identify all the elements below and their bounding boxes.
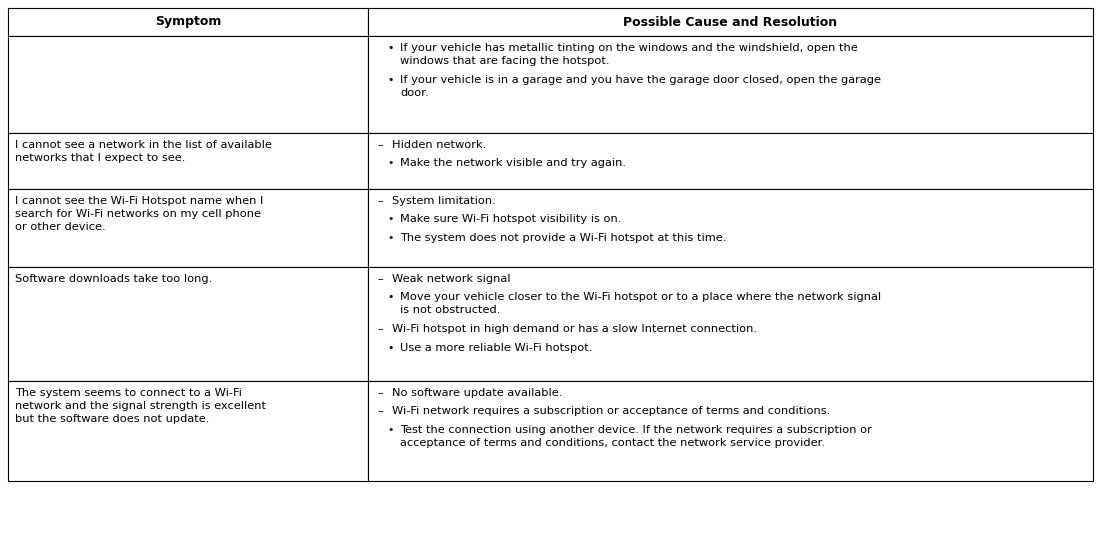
Text: Move your vehicle closer to the Wi-Fi hotspot or to a place where the network si: Move your vehicle closer to the Wi-Fi ho… [400, 292, 881, 315]
Text: •: • [386, 215, 393, 225]
Bar [8, 267, 368, 381]
Bar [8, 189, 368, 267]
Text: •: • [386, 292, 393, 302]
Text: Make the network visible and try again.: Make the network visible and try again. [400, 159, 626, 168]
Text: The system does not provide a Wi-Fi hotspot at this time.: The system does not provide a Wi-Fi hots… [400, 233, 727, 243]
Text: –: – [377, 325, 383, 334]
Text: •: • [386, 43, 393, 53]
Text: •: • [386, 343, 393, 353]
Bar [368, 267, 1093, 381]
Bar [368, 36, 1093, 133]
Text: I cannot see the Wi-Fi Hotspot name when I
search for Wi-Fi networks on my cell : I cannot see the Wi-Fi Hotspot name when… [15, 196, 263, 231]
Text: I cannot see a network in the list of available
networks that I expect to see.: I cannot see a network in the list of av… [15, 140, 272, 163]
Text: Make sure Wi-Fi hotspot visibility is on.: Make sure Wi-Fi hotspot visibility is on… [400, 215, 621, 225]
Text: Software downloads take too long.: Software downloads take too long. [15, 274, 212, 284]
Text: Use a more reliable Wi-Fi hotspot.: Use a more reliable Wi-Fi hotspot. [400, 343, 592, 353]
Bar [368, 133, 1093, 189]
Text: •: • [386, 233, 393, 243]
Text: Weak network signal: Weak network signal [392, 274, 511, 284]
Text: –: – [377, 388, 383, 398]
Text: –: – [377, 140, 383, 150]
Bar [8, 8, 368, 36]
Text: –: – [377, 406, 383, 416]
Bar [8, 36, 368, 133]
Text: Possible Cause and Resolution: Possible Cause and Resolution [623, 16, 838, 29]
Bar [8, 381, 368, 481]
Text: •: • [386, 425, 393, 435]
Bar [368, 381, 1093, 481]
Text: If your vehicle is in a garage and you have the garage door closed, open the gar: If your vehicle is in a garage and you h… [400, 75, 881, 98]
Text: System limitation.: System limitation. [392, 196, 495, 206]
Bar [368, 8, 1093, 36]
Bar [368, 189, 1093, 267]
Text: Wi-Fi network requires a subscription or acceptance of terms and conditions.: Wi-Fi network requires a subscription or… [392, 406, 830, 416]
Bar [8, 133, 368, 189]
Text: Hidden network.: Hidden network. [392, 140, 487, 150]
Text: –: – [377, 196, 383, 206]
Text: Symptom: Symptom [155, 16, 221, 29]
Text: If your vehicle has metallic tinting on the windows and the windshield, open the: If your vehicle has metallic tinting on … [400, 43, 858, 66]
Text: Test the connection using another device. If the network requires a subscription: Test the connection using another device… [400, 425, 872, 448]
Text: •: • [386, 159, 393, 168]
Text: •: • [386, 75, 393, 85]
Text: The system seems to connect to a Wi-Fi
network and the signal strength is excell: The system seems to connect to a Wi-Fi n… [15, 388, 266, 424]
Text: –: – [377, 274, 383, 284]
Text: Wi-Fi hotspot in high demand or has a slow Internet connection.: Wi-Fi hotspot in high demand or has a sl… [392, 325, 757, 334]
Text: No software update available.: No software update available. [392, 388, 563, 398]
